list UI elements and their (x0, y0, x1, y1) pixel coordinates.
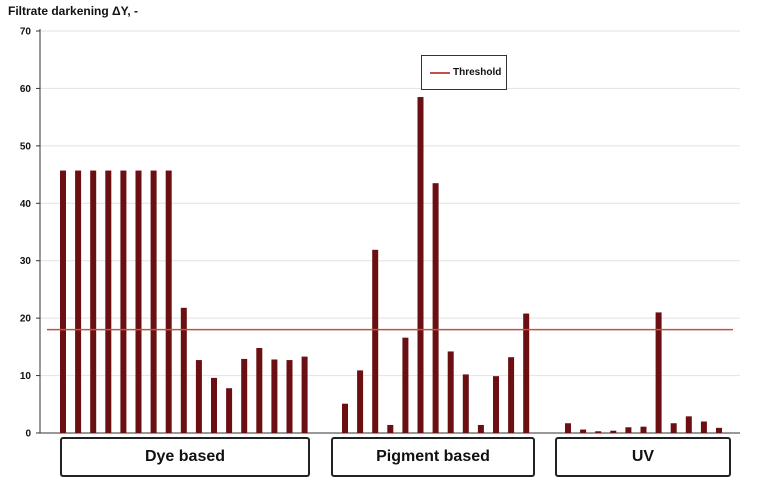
bar-dye-based (60, 170, 66, 433)
y-tick-label: 60 (20, 84, 32, 95)
bar-dye-based (271, 359, 278, 433)
bar-dye-based (90, 170, 97, 433)
bar-uv (565, 423, 571, 433)
bar-dye-based (286, 360, 293, 433)
bar-uv (655, 312, 662, 433)
group-label-pigment-based: Pigment based (331, 437, 535, 477)
bar-dye-based (241, 358, 248, 433)
bar-uv (640, 426, 647, 433)
y-tick-label: 0 (25, 429, 31, 440)
threshold-legend-swatch (430, 71, 450, 74)
bar-dye-based (105, 170, 112, 433)
bar-uv (670, 423, 677, 433)
bar-pigment-based (477, 424, 484, 433)
bar-dye-based (75, 170, 82, 433)
bar-uv (700, 421, 707, 433)
y-tick-label: 40 (20, 199, 32, 210)
bar-dye-based (120, 170, 127, 433)
bar-dye-based (256, 348, 263, 433)
bar-pigment-based (523, 313, 530, 433)
y-tick-label: 70 (20, 27, 32, 38)
bar-dye-based (165, 170, 172, 433)
bar-dye-based (135, 170, 142, 433)
bar-uv (595, 431, 602, 433)
y-tick-label: 10 (20, 371, 32, 382)
bar-uv (716, 427, 722, 433)
bar-uv (580, 429, 587, 433)
group-label-dye-based: Dye based (60, 437, 310, 477)
bar-dye-based (150, 170, 157, 433)
bar-pigment-based (432, 183, 439, 433)
threshold-legend-label: Threshold (453, 67, 502, 78)
bar-pigment-based (372, 249, 379, 433)
bar-dye-based (226, 388, 233, 433)
bar-uv (625, 427, 632, 433)
y-tick-label: 30 (20, 256, 32, 267)
y-tick-label: 50 (20, 141, 32, 152)
bar-dye-based (195, 360, 202, 433)
bar-pigment-based (357, 370, 364, 433)
bar-pigment-based (387, 424, 394, 433)
bar-uv (685, 416, 692, 433)
group-label-uv: UV (555, 437, 731, 477)
bar-pigment-based (417, 97, 424, 434)
bar-pigment-based (402, 337, 409, 433)
bar-pigment-based (447, 351, 454, 433)
bar-pigment-based (508, 357, 515, 433)
bar-pigment-based (342, 403, 348, 433)
bar-uv (610, 430, 617, 433)
bar-dye-based (301, 356, 308, 433)
bar-pigment-based (462, 374, 469, 433)
y-axis-title: Filtrate darkening ΔY, - (8, 4, 138, 18)
bar-pigment-based (493, 376, 499, 433)
y-tick-label: 20 (20, 314, 32, 325)
legend: Threshold (421, 55, 507, 90)
bar-dye-based (180, 307, 187, 433)
bar-dye-based (211, 377, 217, 433)
